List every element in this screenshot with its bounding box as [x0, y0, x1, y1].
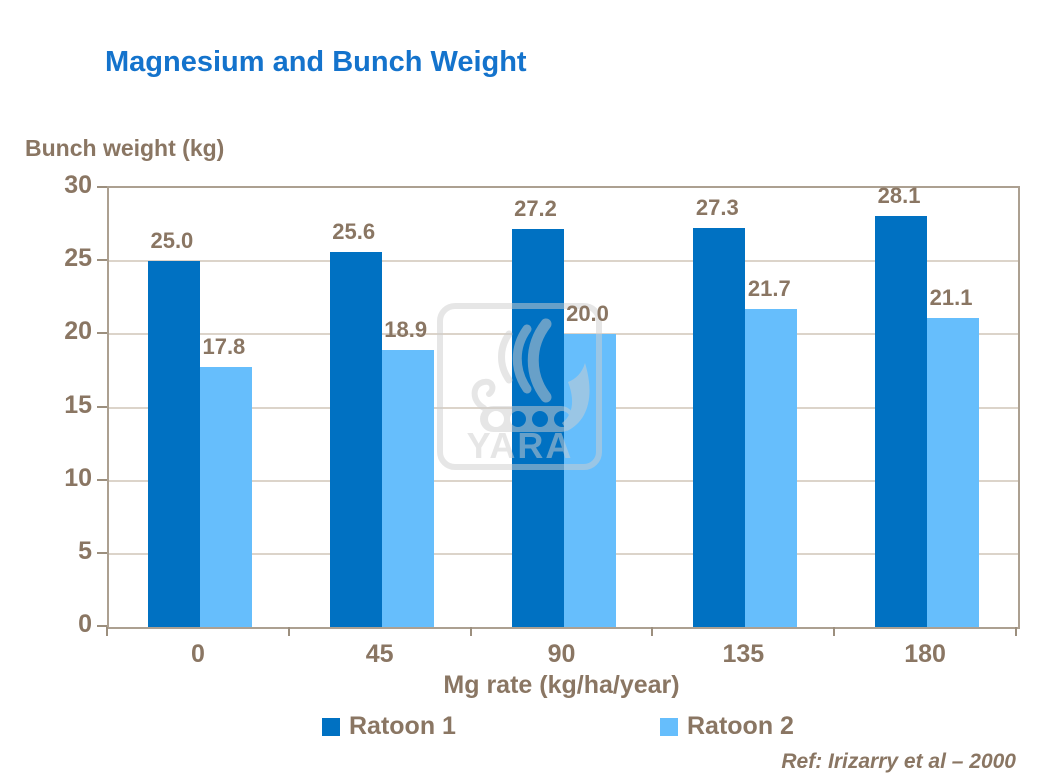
bar-ratoon-1-90: [511, 228, 564, 627]
y-tick-mark: [97, 478, 107, 481]
legend-label: Ratoon 1: [349, 712, 456, 740]
bar-ratoon-2-90: [563, 334, 616, 627]
data-label: 18.9: [384, 317, 428, 343]
y-tick-label: 0: [78, 610, 92, 638]
data-label: 21.1: [929, 285, 973, 311]
bar-ratoon-2-180: [927, 318, 980, 627]
x-category-label: 45: [365, 640, 394, 668]
data-label: 21.7: [747, 276, 791, 302]
gridline: [109, 260, 1018, 263]
data-label: 20.0: [566, 301, 609, 327]
bar-ratoon-1-0: [147, 261, 200, 627]
reference-note: Ref: Irizarry et al – 2000: [781, 750, 1016, 773]
bar-ratoon-1-180: [875, 215, 928, 627]
legend-item-ratoon-2: Ratoon 2: [660, 712, 794, 741]
x-axis-title: Mg rate (kg/ha/year): [443, 671, 680, 699]
legend-item-ratoon-1: Ratoon 1: [322, 712, 456, 741]
data-label: 27.2: [514, 195, 557, 221]
chart-title: Magnesium and Bunch Weight: [105, 46, 527, 78]
data-label: 25.0: [150, 228, 194, 254]
x-category-label: 180: [904, 640, 946, 668]
data-label: 27.3: [695, 194, 739, 220]
bar-ratoon-2-0: [199, 366, 252, 627]
y-tick-label: 10: [64, 463, 92, 492]
x-category-label: 0: [190, 640, 205, 668]
legend-swatch: [660, 717, 678, 736]
y-tick-label: 15: [64, 390, 92, 419]
y-tick-mark: [97, 551, 107, 554]
legend-label: Ratoon 2: [687, 712, 794, 740]
legend: Ratoon 1 Ratoon 2: [0, 712, 1038, 744]
y-tick-mark: [97, 259, 107, 262]
y-tick-mark: [97, 332, 107, 335]
data-label: 25.6: [332, 219, 376, 245]
bar-ratoon-2-45: [381, 350, 434, 627]
x-category-label: 135: [722, 640, 765, 668]
plot-area: [107, 186, 1020, 629]
y-tick-mark: [97, 405, 107, 408]
x-tick-mark: [651, 627, 654, 636]
data-label: 28.1: [877, 182, 921, 208]
bar-ratoon-1-45: [329, 252, 382, 627]
y-tick-label: 5: [78, 536, 92, 565]
y-tick-label: 30: [64, 171, 92, 199]
y-tick-mark: [97, 625, 107, 627]
x-tick-mark: [833, 627, 836, 636]
legend-swatch: [322, 717, 340, 736]
y-tick-label: 20: [64, 317, 92, 346]
x-tick-mark: [469, 627, 472, 636]
bar-ratoon-2-135: [745, 309, 798, 627]
x-tick-mark: [287, 627, 290, 636]
bar-ratoon-1-135: [693, 227, 746, 627]
y-tick-label: 25: [64, 244, 92, 273]
x-tick-mark: [1015, 627, 1017, 636]
x-category-label: 90: [547, 640, 576, 668]
y-axis-title: Bunch weight (kg): [25, 135, 225, 161]
data-label: 17.8: [202, 333, 246, 359]
x-tick-mark: [106, 627, 108, 636]
y-tick-mark: [97, 186, 107, 188]
